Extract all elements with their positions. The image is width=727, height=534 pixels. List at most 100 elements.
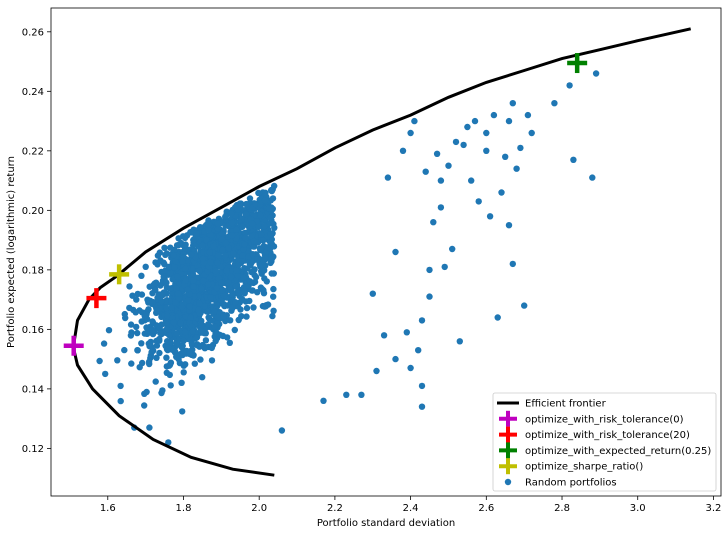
scatter-point bbox=[426, 266, 433, 274]
random-portfolios-scatter bbox=[96, 70, 600, 446]
scatter-point bbox=[127, 332, 135, 339]
scatter-point bbox=[437, 204, 445, 211]
scatter-point bbox=[195, 292, 202, 300]
scatter-point bbox=[179, 351, 186, 359]
scatter-point bbox=[242, 211, 250, 218]
scatter-point bbox=[96, 357, 103, 365]
scatter-point bbox=[185, 296, 192, 304]
scatter-point bbox=[102, 370, 109, 378]
scatter-point bbox=[136, 364, 143, 371]
scatter-point bbox=[509, 100, 516, 107]
legend: Efficient frontier optimize_with_risk_tol… bbox=[492, 392, 717, 492]
scatter-point bbox=[117, 382, 124, 390]
x-tick-label: 3.2 bbox=[705, 503, 721, 514]
scatter-point bbox=[149, 326, 156, 334]
scatter-point bbox=[248, 287, 256, 294]
scatter-point bbox=[160, 273, 167, 280]
y-axis: 0.12 0.14 0.16 0.18 0.20 0.22 0.24 0.26 bbox=[22, 27, 51, 455]
scatter-point bbox=[237, 306, 244, 313]
scatter-point bbox=[524, 111, 532, 119]
scatter-point bbox=[392, 355, 399, 363]
scatter-point bbox=[248, 233, 255, 240]
scatter-point bbox=[268, 255, 275, 263]
scatter-point bbox=[181, 328, 189, 336]
scatter-point bbox=[196, 300, 203, 307]
scatter-point bbox=[230, 250, 237, 257]
scatter-point bbox=[505, 117, 513, 125]
scatter-point bbox=[220, 292, 228, 299]
scatter-point bbox=[234, 272, 242, 279]
scatter-point bbox=[173, 353, 180, 360]
scatter-point bbox=[174, 290, 182, 297]
legend-label: Efficient frontier bbox=[525, 399, 607, 410]
scatter-point bbox=[153, 342, 161, 349]
scatter-point bbox=[105, 327, 113, 334]
scatter-point bbox=[269, 312, 276, 320]
scatter-point bbox=[219, 246, 226, 253]
scatter-point bbox=[243, 313, 250, 320]
scatter-point bbox=[199, 255, 207, 263]
scatter-point bbox=[243, 200, 250, 208]
scatter-point bbox=[255, 223, 262, 231]
scatter-point bbox=[223, 267, 230, 275]
scatter-point bbox=[190, 277, 197, 284]
scatter-point bbox=[384, 174, 392, 181]
scatter-point bbox=[189, 327, 196, 335]
scatter-point bbox=[202, 337, 210, 344]
scatter-point bbox=[592, 70, 600, 77]
scatter-point bbox=[235, 316, 242, 324]
scatter-point bbox=[148, 349, 155, 356]
legend-items: Efficient frontier optimize_with_risk_tol… bbox=[497, 399, 711, 489]
scatter-point bbox=[570, 156, 577, 163]
scatter-point bbox=[240, 246, 247, 253]
scatter-point bbox=[264, 301, 272, 308]
optimizer-marker bbox=[86, 288, 107, 309]
scatter-point bbox=[149, 298, 156, 306]
scatter-point bbox=[494, 314, 501, 321]
scatter-point bbox=[270, 307, 277, 314]
legend-label: optimize_with_risk_tolerance(0) bbox=[525, 414, 684, 425]
efficient-frontier-line bbox=[71, 27, 692, 477]
scatter-point bbox=[170, 319, 177, 326]
scatter-point bbox=[122, 314, 129, 322]
scatter-point bbox=[224, 334, 231, 341]
scatter-point bbox=[215, 252, 222, 259]
scatter-point bbox=[226, 339, 233, 346]
scatter-point bbox=[193, 230, 200, 237]
scatter-point bbox=[373, 367, 380, 375]
scatter-point bbox=[184, 258, 191, 265]
scatter-point bbox=[246, 297, 253, 305]
legend-box bbox=[492, 392, 717, 492]
scatter-point bbox=[146, 424, 153, 431]
scatter-point bbox=[261, 222, 268, 230]
scatter-point bbox=[168, 304, 175, 311]
scatter-point bbox=[238, 295, 246, 303]
y-tick-label: 0.14 bbox=[22, 384, 44, 395]
scatter-point bbox=[222, 239, 230, 247]
scatter-point bbox=[214, 259, 221, 266]
scatter-point bbox=[513, 165, 520, 172]
scatter-point bbox=[176, 359, 184, 367]
scatter-point bbox=[211, 323, 218, 330]
scatter-point bbox=[142, 263, 149, 270]
scatter-point bbox=[437, 177, 445, 184]
scatter-point bbox=[126, 283, 133, 290]
scatter-point bbox=[197, 356, 204, 363]
scatter-point bbox=[253, 239, 260, 246]
scatter-point bbox=[222, 213, 229, 220]
scatter-point bbox=[233, 267, 240, 274]
scatter-point bbox=[222, 252, 229, 259]
scatter-point bbox=[449, 245, 456, 253]
scatter-point bbox=[257, 246, 264, 253]
scatter-point bbox=[257, 284, 265, 291]
scatter-point bbox=[205, 321, 212, 328]
scatter-point bbox=[566, 82, 573, 89]
scatter-point bbox=[211, 308, 218, 315]
scatter-point bbox=[267, 239, 274, 246]
legend-label: optimize_with_expected_return(0.25) bbox=[525, 446, 711, 457]
scatter-point bbox=[241, 290, 248, 297]
scatter-point bbox=[189, 341, 196, 349]
y-axis-label: Portfolio expected (logarithmic) return bbox=[6, 156, 17, 348]
legend-label: optimize_sharpe_ratio() bbox=[525, 462, 643, 473]
scatter-point bbox=[411, 117, 418, 125]
